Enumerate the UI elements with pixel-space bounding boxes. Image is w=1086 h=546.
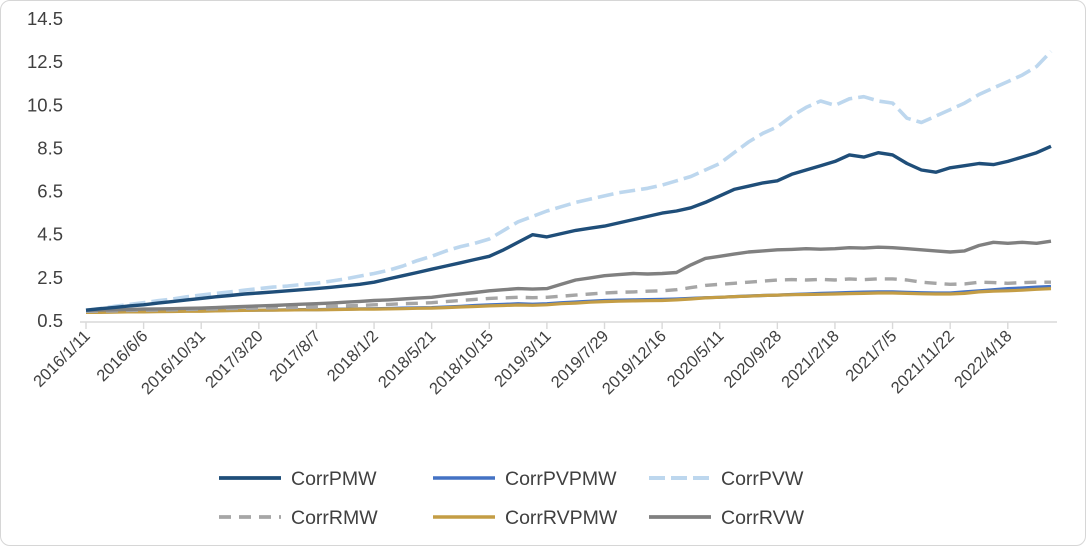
x-axis-label: 2021/11/22 [888,327,958,397]
y-axis-label: 10.5 [27,94,63,115]
series-line-CorrPVW [85,50,1053,312]
legend-label-CorrPVW: CorrPVW [721,468,804,490]
series-line-CorrRMW [85,277,1051,313]
series-line-CorrRVW [85,239,1052,312]
legend-label-CorrRVW: CorrRVW [721,507,805,529]
y-axis-label: 4.5 [37,224,63,245]
y-axis-label: 2.5 [37,267,63,288]
legend-label-CorrPMW: CorrPMW [291,468,377,490]
y-axis-label: 6.5 [37,181,63,202]
y-axis-label: 12.5 [27,51,63,72]
x-axis-label: 2016/6/6 [93,327,151,385]
x-axis-label: 2017/8/7 [266,327,324,385]
x-axis-label: 2018/1/2 [324,327,382,385]
legend-label-CorrRMW: CorrRMW [291,507,378,529]
series-line-CorrPMW [85,144,1052,312]
legend-label-CorrPVPMW: CorrPVPMW [505,468,617,490]
x-axis-label: 2016/1/11 [30,327,94,391]
x-axis-label: 2021/7/5 [842,327,900,385]
x-axis-label: 2019/3/11 [491,327,555,391]
x-axis-label: 2020/9/28 [721,327,786,392]
legend-label-CorrRVPMW: CorrRVPMW [505,507,618,529]
x-axis-label: 2022/4/18 [951,327,1016,392]
x-axis-label: 2021/2/18 [778,327,843,392]
y-axis-label: 0.5 [37,310,63,331]
x-axis-label: 2017/3/20 [202,327,267,392]
y-axis-label: 14.5 [27,8,63,29]
series-line-CorrRVPMW [86,287,1052,314]
y-axis-label: 8.5 [37,137,63,158]
x-axis-label: 2020/5/11 [664,327,728,391]
